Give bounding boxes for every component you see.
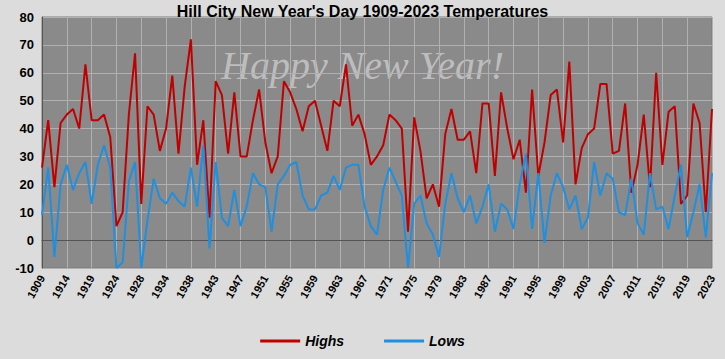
svg-text:1991: 1991 [496,273,519,300]
svg-text:50: 50 [20,93,34,108]
svg-text:1983: 1983 [446,273,469,300]
svg-text:0: 0 [27,233,34,248]
svg-text:Lows: Lows [429,333,465,349]
svg-text:10: 10 [20,205,34,220]
svg-text:1951: 1951 [248,273,271,300]
svg-text:2015: 2015 [645,273,668,300]
svg-text:1987: 1987 [471,273,494,300]
svg-text:2003: 2003 [571,273,594,300]
svg-text:1999: 1999 [546,273,569,300]
svg-text:1938: 1938 [173,273,196,300]
svg-text:1979: 1979 [422,273,445,300]
svg-text:1971: 1971 [372,273,395,300]
svg-text:1928: 1928 [124,273,147,300]
svg-text:1975: 1975 [397,273,420,300]
svg-text:20: 20 [20,177,34,192]
svg-text:1955: 1955 [273,273,296,300]
svg-text:1995: 1995 [521,273,544,300]
svg-text:80: 80 [20,10,34,25]
svg-text:60: 60 [20,65,34,80]
svg-text:Highs: Highs [305,333,344,349]
svg-text:1909: 1909 [25,273,48,300]
svg-text:1963: 1963 [322,273,345,300]
svg-text:2023: 2023 [695,273,718,300]
svg-text:Hill City New Year's Day 1909-: Hill City New Year's Day 1909-2023 Tempe… [177,3,549,20]
svg-text:1914: 1914 [49,272,72,300]
svg-text:1947: 1947 [223,273,246,300]
svg-text:2011: 2011 [620,273,642,300]
svg-text:-10: -10 [15,261,34,276]
svg-text:2007: 2007 [595,273,618,300]
svg-text:40: 40 [20,121,34,136]
svg-text:70: 70 [20,37,34,52]
svg-text:1919: 1919 [74,273,97,300]
svg-text:1924: 1924 [99,272,122,300]
svg-text:Happy New Year!: Happy New Year! [220,43,504,88]
svg-text:1967: 1967 [347,273,370,300]
svg-text:1943: 1943 [198,273,221,300]
svg-text:2019: 2019 [670,273,693,300]
svg-text:1959: 1959 [298,273,321,300]
svg-text:1934: 1934 [149,272,172,300]
svg-text:30: 30 [20,149,34,164]
